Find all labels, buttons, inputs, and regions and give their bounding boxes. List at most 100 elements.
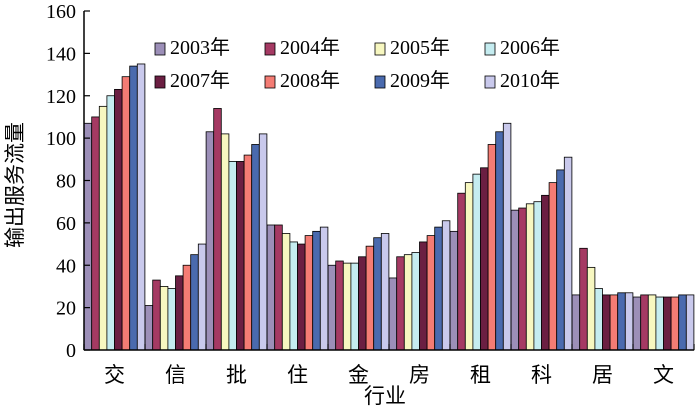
bar-文-2008年 [670, 296, 680, 351]
legend-label: 2004年 [280, 36, 340, 59]
bar-信-2007年 [175, 275, 184, 351]
bar-交-2004年 [91, 116, 100, 351]
bar-住-2006年 [289, 241, 298, 351]
bar-住-2009年 [312, 230, 321, 351]
bar-交-2005年 [98, 105, 108, 351]
bar-批-2003年 [205, 131, 215, 351]
x-tick-label: 文 [653, 363, 674, 387]
bar-批-2008年 [243, 154, 253, 351]
legend-label: 2006年 [500, 36, 560, 59]
y-tick-label: 20 [56, 298, 76, 320]
bar-房-2005年 [403, 254, 413, 351]
x-tick-label: 批 [226, 363, 247, 387]
legend-swatch [264, 42, 276, 56]
y-tick-label: 80 [56, 171, 76, 193]
bar-信-2008年 [182, 264, 192, 351]
bar-住-2010年 [319, 226, 329, 351]
y-tick-label: 0 [66, 340, 76, 362]
bar-科-2003年 [510, 209, 520, 351]
bar-文-2010年 [685, 294, 695, 351]
legend-label: 2008年 [280, 69, 340, 92]
bar-房-2008年 [426, 235, 436, 351]
bar-金-2005年 [342, 262, 352, 351]
bar-批-2006年 [228, 161, 237, 351]
bar-房-2010年 [441, 220, 451, 351]
bar-租-2007年 [480, 167, 489, 351]
legend-swatch [484, 42, 496, 56]
y-tick-label: 120 [46, 86, 76, 108]
bar-金-2004年 [335, 260, 344, 351]
bar-文-2003年 [632, 296, 642, 351]
bar-租-2010年 [502, 122, 512, 351]
legend-label: 2007年 [170, 69, 230, 92]
x-tick-label: 金 [348, 363, 369, 387]
bar-交-2010年 [136, 63, 146, 351]
bar-信-2003年 [144, 305, 154, 351]
bar-金-2009年 [373, 237, 382, 351]
legend-swatch [154, 42, 166, 56]
y-tick-label: 60 [56, 213, 76, 235]
bar-房-2003年 [388, 277, 398, 351]
bar-居-2010年 [624, 292, 634, 351]
bar-住-2004年 [274, 224, 283, 351]
bar-居-2008年 [609, 294, 619, 351]
bar-科-2008年 [548, 182, 558, 351]
bar-房-2007年 [419, 241, 428, 351]
bar-住-2003年 [266, 224, 276, 351]
bar-交-2003年 [83, 122, 93, 351]
bar-信-2006年 [167, 288, 176, 351]
bar-居-2005年 [586, 266, 596, 351]
x-tick-label: 房 [409, 363, 430, 387]
bar-租-2003年 [449, 230, 459, 351]
bar-批-2005年 [220, 133, 230, 351]
bar-科-2006年 [533, 201, 542, 351]
bar-住-2007年 [297, 243, 306, 351]
x-axis-title: 行业 [364, 384, 406, 408]
bar-租-2008年 [487, 144, 497, 351]
x-tick-label: 科 [531, 363, 552, 387]
bar-金-2003年 [327, 264, 337, 351]
bar-交-2008年 [121, 76, 131, 351]
bar-文-2004年 [640, 294, 649, 351]
bar-居-2009年 [617, 292, 626, 351]
bar-信-2005年 [159, 286, 169, 351]
bar-住-2005年 [281, 233, 291, 351]
bar-房-2006年 [411, 252, 420, 351]
bar-科-2005年 [525, 203, 535, 351]
legend-swatch [374, 75, 386, 89]
legend-swatch [374, 42, 386, 56]
bar-居-2004年 [579, 247, 588, 351]
bar-批-2007年 [236, 161, 245, 351]
bar-科-2007年 [541, 194, 550, 351]
bar-居-2006年 [594, 288, 603, 351]
bar-租-2006年 [472, 173, 481, 351]
bar-文-2007年 [663, 296, 672, 351]
x-tick-label: 住 [287, 363, 308, 387]
x-tick-label: 交 [104, 363, 125, 387]
bar-居-2003年 [571, 294, 581, 351]
bar-租-2009年 [495, 131, 504, 351]
y-tick-label: 140 [46, 43, 76, 65]
bar-居-2007年 [602, 294, 611, 351]
y-tick-label: 160 [46, 1, 76, 23]
bar-文-2006年 [655, 296, 664, 351]
y-tick-label: 40 [56, 255, 76, 277]
x-tick-label: 信 [165, 363, 186, 387]
y-tick-label: 100 [46, 128, 76, 150]
bar-房-2009年 [434, 226, 443, 351]
bar-金-2007年 [358, 256, 367, 351]
bar-科-2010年 [563, 156, 573, 351]
x-tick-label: 租 [470, 363, 491, 387]
bar-科-2004年 [518, 207, 527, 351]
bar-批-2010年 [258, 133, 268, 351]
bar-住-2008年 [304, 235, 314, 351]
bar-批-2004年 [213, 108, 222, 351]
legend-label: 2005年 [390, 36, 450, 59]
bar-交-2006年 [106, 95, 115, 351]
bar-金-2006年 [350, 262, 359, 351]
bar-批-2009年 [251, 144, 260, 351]
legend-label: 2009年 [390, 69, 450, 92]
bar-租-2005年 [464, 182, 474, 351]
